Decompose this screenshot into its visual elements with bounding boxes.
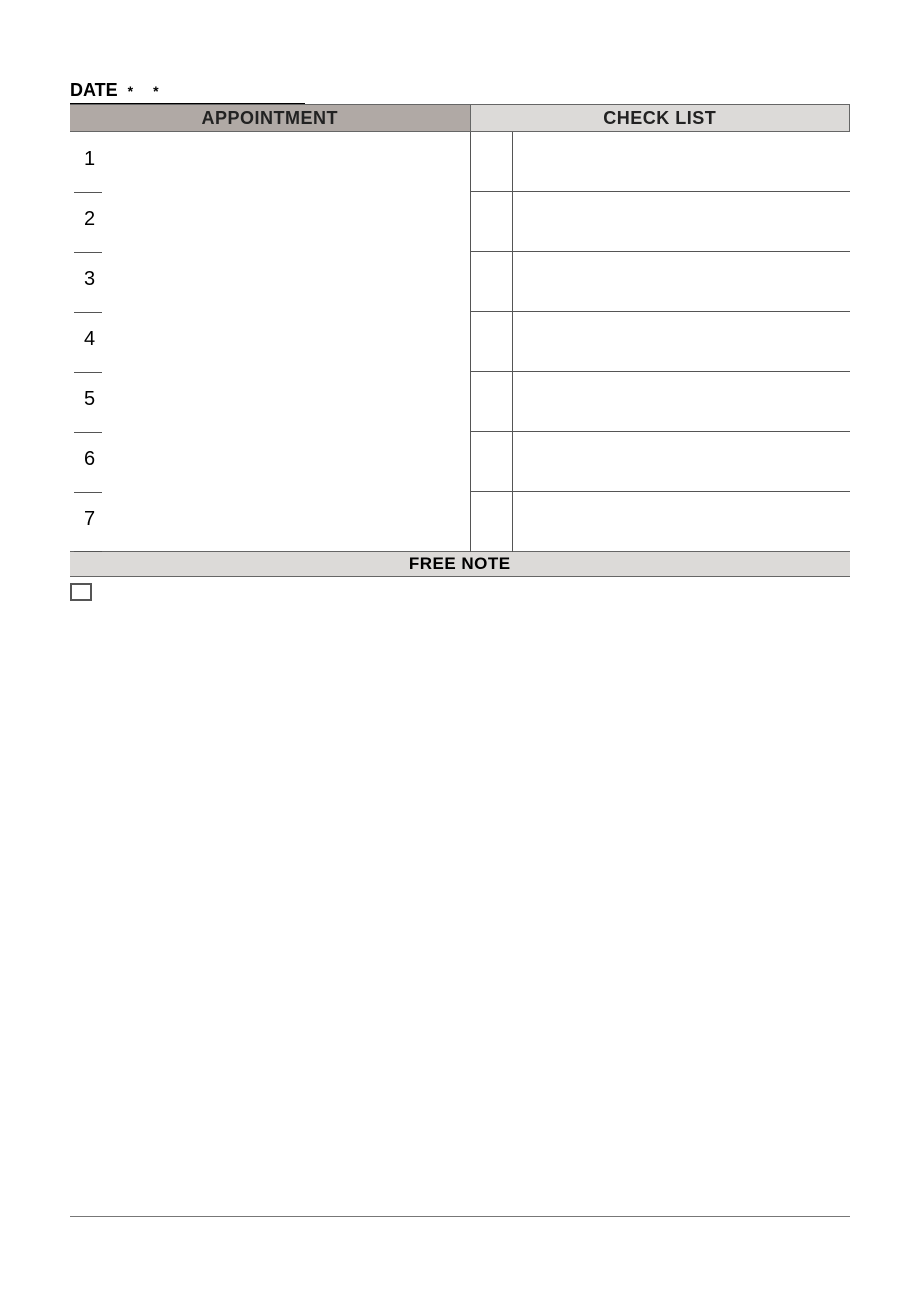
free-note-header: FREE NOTE xyxy=(70,552,850,577)
free-note-checkbox[interactable] xyxy=(70,583,92,601)
appointment-number: 4 xyxy=(84,328,95,351)
checklist-checkbox-cell[interactable] xyxy=(470,312,512,372)
checklist-checkbox-cell[interactable] xyxy=(470,372,512,432)
planner-row: 3 xyxy=(70,252,850,312)
planner-row: 6 xyxy=(70,432,850,492)
appointment-number: 3 xyxy=(84,268,95,291)
appointment-dash xyxy=(74,551,102,552)
planner-row: 4 xyxy=(70,312,850,372)
appointment-cell[interactable]: 6 xyxy=(70,432,470,492)
appointment-number: 5 xyxy=(84,388,95,411)
appointment-number: 6 xyxy=(84,448,95,471)
appointment-number: 1 xyxy=(84,148,95,171)
appointment-cell[interactable]: 3 xyxy=(70,252,470,312)
date-separator-2: * xyxy=(153,83,158,99)
appointment-cell[interactable]: 7 xyxy=(70,492,470,552)
checklist-checkbox-cell[interactable] xyxy=(470,192,512,252)
checklist-text-cell[interactable] xyxy=(512,132,850,192)
planner-row: 1 xyxy=(70,132,850,192)
planner-row: 5 xyxy=(70,372,850,432)
checklist-header: CHECK LIST xyxy=(470,105,850,132)
appointment-cell[interactable]: 1 xyxy=(70,132,470,192)
checklist-checkbox-cell[interactable] xyxy=(470,132,512,192)
date-row: DATE * * xyxy=(70,80,305,104)
appointment-cell[interactable]: 5 xyxy=(70,372,470,432)
date-separator-1: * xyxy=(128,83,133,99)
appointment-cell[interactable]: 4 xyxy=(70,312,470,372)
checklist-text-cell[interactable] xyxy=(512,312,850,372)
checklist-text-cell[interactable] xyxy=(512,492,850,552)
planner-page: DATE * * APPOINTMENT CHECK LIST 1 xyxy=(0,0,920,601)
date-label: DATE xyxy=(70,80,118,101)
appointment-number: 2 xyxy=(84,208,95,231)
checklist-text-cell[interactable] xyxy=(512,432,850,492)
checklist-checkbox-cell[interactable] xyxy=(470,432,512,492)
planner-row: 2 xyxy=(70,192,850,252)
appointment-header: APPOINTMENT xyxy=(70,105,470,132)
page-footer-line xyxy=(70,1216,850,1217)
appointment-cell[interactable]: 2 xyxy=(70,192,470,252)
checklist-text-cell[interactable] xyxy=(512,192,850,252)
appointment-number: 7 xyxy=(84,508,95,531)
checklist-checkbox-cell[interactable] xyxy=(470,252,512,312)
checklist-text-cell[interactable] xyxy=(512,372,850,432)
planner-table: APPOINTMENT CHECK LIST 1 2 xyxy=(70,104,850,577)
checklist-checkbox-cell[interactable] xyxy=(470,492,512,552)
planner-row: 7 xyxy=(70,492,850,552)
checklist-text-cell[interactable] xyxy=(512,252,850,312)
